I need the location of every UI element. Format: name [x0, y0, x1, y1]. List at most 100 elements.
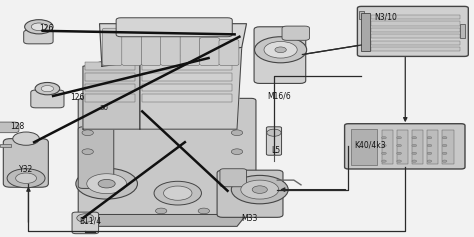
- FancyBboxPatch shape: [78, 98, 256, 217]
- Text: Y32: Y32: [19, 165, 33, 174]
- Circle shape: [255, 37, 307, 63]
- Bar: [351, 129, 377, 165]
- FancyBboxPatch shape: [217, 170, 283, 217]
- Bar: [361, 13, 370, 51]
- Circle shape: [442, 137, 447, 139]
- Circle shape: [241, 180, 279, 199]
- Circle shape: [41, 86, 54, 92]
- Polygon shape: [83, 52, 140, 129]
- Circle shape: [87, 174, 127, 194]
- Circle shape: [427, 137, 432, 139]
- Circle shape: [412, 160, 417, 162]
- Text: B11/4: B11/4: [80, 216, 102, 225]
- Circle shape: [442, 144, 447, 147]
- Circle shape: [231, 130, 243, 136]
- FancyBboxPatch shape: [3, 139, 48, 187]
- Bar: [359, 11, 364, 19]
- Circle shape: [442, 160, 447, 162]
- Polygon shape: [100, 24, 246, 66]
- Bar: [371, 15, 460, 19]
- Circle shape: [275, 47, 286, 53]
- Circle shape: [7, 169, 45, 188]
- Bar: [85, 94, 135, 102]
- FancyBboxPatch shape: [31, 90, 64, 108]
- Bar: [412, 130, 423, 164]
- Circle shape: [164, 186, 192, 200]
- Circle shape: [16, 173, 36, 183]
- Bar: [85, 84, 135, 91]
- Circle shape: [412, 152, 417, 155]
- FancyBboxPatch shape: [282, 26, 310, 40]
- Circle shape: [267, 129, 281, 136]
- Circle shape: [231, 149, 243, 155]
- FancyBboxPatch shape: [161, 34, 181, 65]
- Bar: [142, 84, 232, 91]
- Bar: [85, 62, 135, 70]
- Circle shape: [382, 137, 386, 139]
- Circle shape: [35, 82, 60, 95]
- Bar: [382, 130, 393, 164]
- Circle shape: [82, 130, 93, 136]
- FancyBboxPatch shape: [72, 212, 99, 234]
- Circle shape: [77, 214, 94, 222]
- Bar: [142, 73, 232, 81]
- Bar: [460, 24, 465, 38]
- Text: 126: 126: [70, 93, 84, 102]
- Circle shape: [427, 152, 432, 155]
- Bar: [427, 130, 438, 164]
- FancyBboxPatch shape: [78, 127, 114, 188]
- FancyBboxPatch shape: [266, 127, 282, 155]
- FancyBboxPatch shape: [180, 36, 200, 65]
- Circle shape: [154, 181, 201, 205]
- Circle shape: [397, 144, 401, 147]
- Bar: [371, 34, 460, 38]
- Circle shape: [231, 175, 288, 204]
- Polygon shape: [140, 47, 242, 129]
- FancyBboxPatch shape: [254, 27, 306, 83]
- Circle shape: [442, 152, 447, 155]
- Text: N3/10: N3/10: [374, 12, 397, 21]
- Bar: [142, 94, 232, 102]
- Circle shape: [31, 23, 46, 31]
- Circle shape: [427, 144, 432, 147]
- Circle shape: [252, 186, 267, 193]
- FancyBboxPatch shape: [345, 124, 465, 169]
- Circle shape: [13, 132, 39, 145]
- Circle shape: [155, 208, 167, 214]
- Text: M33: M33: [242, 214, 258, 223]
- Text: 126: 126: [39, 24, 53, 33]
- Text: M16/6: M16/6: [267, 91, 291, 100]
- Bar: [371, 47, 460, 51]
- Bar: [371, 21, 460, 26]
- FancyBboxPatch shape: [200, 38, 219, 65]
- Circle shape: [382, 152, 386, 155]
- Polygon shape: [88, 214, 246, 226]
- Text: 128: 128: [10, 122, 25, 131]
- Circle shape: [427, 160, 432, 162]
- Bar: [442, 130, 454, 164]
- FancyBboxPatch shape: [219, 40, 239, 65]
- Bar: [371, 41, 460, 45]
- Circle shape: [397, 152, 401, 155]
- FancyBboxPatch shape: [116, 18, 232, 37]
- Circle shape: [82, 149, 93, 155]
- FancyBboxPatch shape: [357, 6, 468, 56]
- Circle shape: [76, 168, 137, 199]
- FancyBboxPatch shape: [122, 30, 142, 65]
- Bar: [397, 130, 408, 164]
- Circle shape: [382, 144, 386, 147]
- FancyBboxPatch shape: [220, 169, 246, 187]
- Bar: [0, 144, 11, 147]
- Circle shape: [264, 41, 297, 58]
- Circle shape: [397, 137, 401, 139]
- Text: K40/4k3: K40/4k3: [355, 140, 386, 149]
- Bar: [371, 28, 460, 32]
- Text: 30: 30: [100, 105, 109, 111]
- Circle shape: [412, 144, 417, 147]
- Circle shape: [198, 208, 210, 214]
- FancyBboxPatch shape: [141, 32, 161, 65]
- FancyBboxPatch shape: [0, 122, 19, 133]
- Circle shape: [98, 179, 115, 188]
- FancyBboxPatch shape: [102, 28, 122, 65]
- Circle shape: [412, 137, 417, 139]
